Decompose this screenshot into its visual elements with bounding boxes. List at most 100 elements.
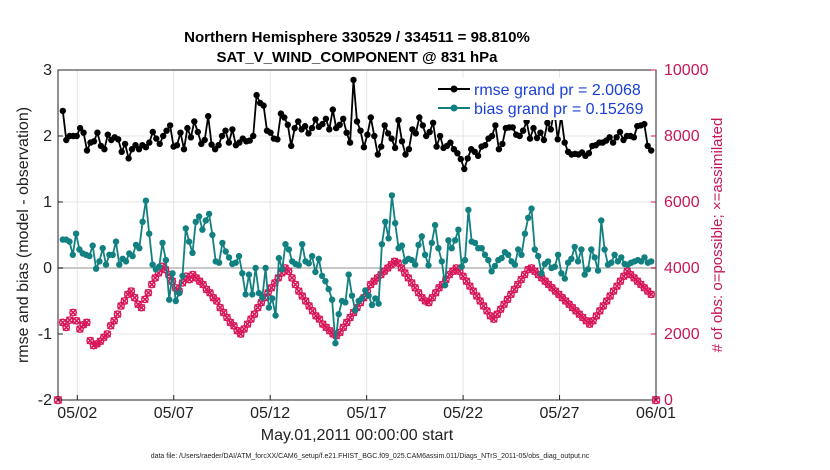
bias-data-point [511, 261, 519, 268]
bias-data-point [172, 297, 179, 305]
y-axis-left-ticks: -2 -1 0 1 2 3 [38, 62, 63, 409]
bias-data-point [618, 254, 625, 261]
rmse-data-point [118, 148, 125, 155]
obs-possible-marker [110, 316, 119, 325]
bias-data-point [112, 238, 120, 245]
rmse-data-point [554, 136, 561, 143]
bias-data-point [445, 237, 452, 244]
bias-data-point [239, 270, 246, 277]
rmse-data-point [76, 124, 84, 132]
bias-data-point [305, 260, 312, 267]
x-tick-label: 05/27 [540, 405, 580, 422]
bias-data-point [408, 256, 415, 264]
bias-data-point [431, 221, 439, 229]
bias-data-point [392, 219, 399, 227]
rmse-data-point [530, 124, 537, 132]
bias-data-point [458, 263, 465, 270]
rmse-data-point [208, 141, 215, 148]
y-axis-right-ticks: 0 2000 4000 6000 8000 10000 [651, 62, 709, 409]
y-right-tick-label: 4000 [664, 260, 700, 277]
rmse-data-point [90, 138, 98, 145]
rmse-data-point [229, 126, 236, 133]
obs-assimilated-marker [288, 274, 296, 282]
rmse-data-point [350, 76, 357, 84]
rmse-data-point [606, 134, 613, 141]
y-left-tick-label: 2 [43, 128, 52, 145]
bias-data-point [535, 252, 542, 260]
rmse-data-point [481, 142, 489, 149]
legend: rmse grand pr = 2.0068 bias grand pr = 0… [434, 78, 652, 120]
obs-possible-marker [212, 297, 221, 305]
bias-data-point [222, 248, 229, 255]
x-tick-label: 05/12 [250, 405, 290, 422]
bias-data-point [418, 233, 425, 240]
bias-data-point [385, 235, 392, 242]
x-axis-label: May.01,2011 00:00:00 start [261, 427, 454, 444]
rmse-data-point [173, 142, 181, 149]
rmse-data-point [308, 124, 316, 132]
y-left-tick-label: -2 [38, 392, 52, 409]
legend-rmse-label: rmse grand pr = 2.0068 [474, 82, 641, 99]
rmse-data-point [83, 147, 91, 154]
bias-data-point [531, 246, 538, 253]
rmse-data-point [146, 139, 153, 146]
y-right-tick-label: 10000 [664, 62, 709, 79]
obs-possible-marker [144, 288, 153, 297]
bias-data-point [315, 255, 322, 262]
bias-data-point [219, 239, 226, 247]
rmse-data-point [156, 140, 163, 148]
obs-assimilated-marker [137, 303, 146, 312]
rmse-data-point [295, 118, 302, 125]
bias-data-point [505, 251, 512, 258]
legend-bias-marker [450, 104, 458, 112]
rmse-data-point [260, 102, 267, 109]
obs-possible-marker [647, 290, 656, 299]
bias-data-point [584, 266, 592, 273]
bias-data-point [348, 292, 356, 299]
bias-data-point [322, 278, 329, 285]
obs-assimilated-marker [120, 297, 129, 305]
rmse-data-point [533, 134, 541, 142]
plot-area [53, 69, 661, 405]
rmse-data-point [281, 114, 288, 121]
bias-data-point [365, 292, 372, 299]
rmse-data-point [225, 139, 233, 146]
y-right-tick-label: 6000 [664, 194, 700, 211]
obs-assimilated-marker [144, 288, 153, 297]
rmse-data-point [125, 155, 132, 162]
rmse-data-point [371, 132, 378, 140]
bias-data-point [146, 230, 153, 237]
bias-data-point [176, 289, 183, 297]
rmse-data-point [416, 114, 423, 121]
rmse-data-point [201, 136, 208, 144]
obs-possible-marker [130, 293, 139, 302]
rmse-data-point [218, 132, 226, 140]
bias-data-point [265, 304, 273, 311]
bias-data-point [116, 261, 123, 268]
bias-data-point [518, 251, 525, 258]
bias-data-point [525, 214, 532, 221]
bias-data-point [558, 270, 565, 277]
bias-data-point [245, 271, 253, 278]
bias-data-point [122, 258, 130, 265]
rmse-data-point [291, 124, 298, 132]
rmse-data-point [322, 115, 330, 123]
data-file-footer: data file: /Users/raeder/DAI/ATM_forcXX/… [151, 453, 590, 460]
obs-assimilated-marker [212, 297, 221, 305]
obs-assimilated-marker [147, 280, 156, 289]
rmse-data-point [374, 151, 381, 158]
bias-data-point [448, 245, 455, 252]
rmse-data-point [609, 139, 617, 146]
bias-data-point [588, 246, 595, 253]
legend-rmse-marker [450, 85, 458, 93]
rmse-data-point [194, 128, 201, 136]
x-tick-label: 06/01 [636, 405, 676, 422]
bias-data-point [325, 285, 332, 293]
y-right-tick-label: 8000 [664, 128, 700, 145]
bias-data-point [129, 252, 136, 260]
rmse-data-point [388, 135, 395, 142]
rmse-data-point [537, 129, 544, 136]
obs-possible-marker [82, 318, 91, 327]
bias-data-point [225, 254, 233, 261]
